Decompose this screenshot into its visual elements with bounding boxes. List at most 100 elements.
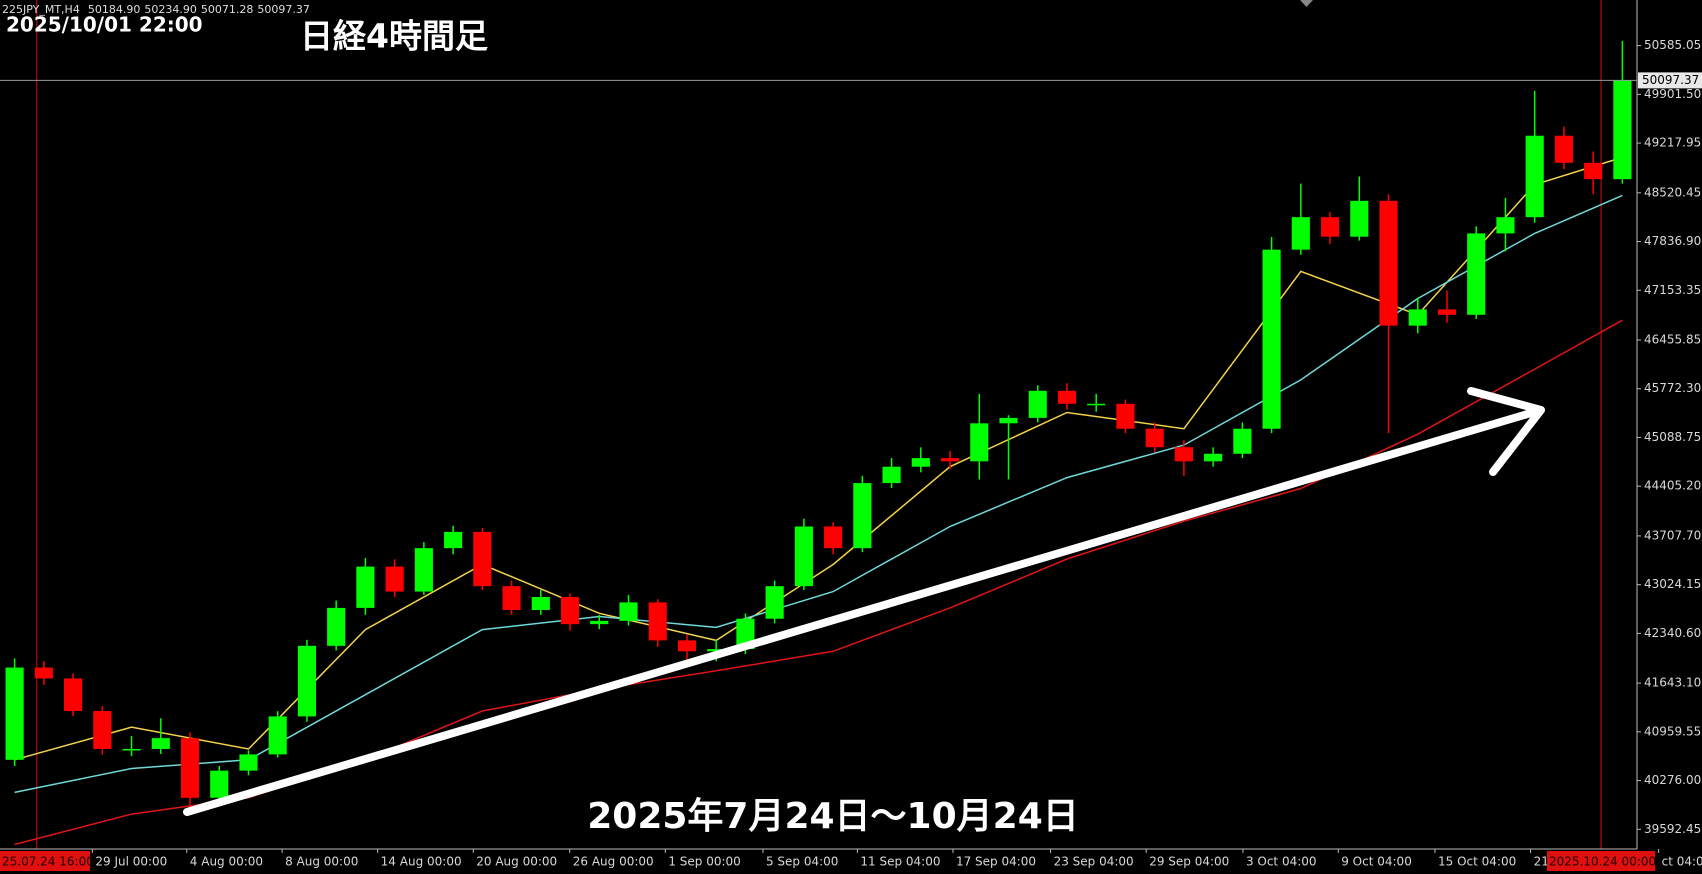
chart-title: 日経4時間足 (300, 17, 488, 56)
x-tick-label: 14 Aug 00:00 (381, 855, 462, 869)
y-tick-label: 43024.15 (1644, 577, 1701, 591)
candle-body (1116, 403, 1135, 429)
candle-body (414, 548, 433, 592)
x-tick-label: ct 04:00 (1662, 855, 1702, 869)
candle-body (677, 640, 697, 652)
candle-body (794, 526, 813, 587)
candle-body (297, 645, 316, 717)
candle-body (502, 586, 521, 611)
x-tick-label: 26 Aug 00:00 (573, 855, 654, 869)
candle-body (1613, 80, 1632, 180)
candle-body (1350, 200, 1369, 237)
y-tick-label: 45088.75 (1644, 430, 1701, 444)
candle-body (1057, 390, 1077, 404)
candle-body (5, 667, 24, 760)
close-value: 50097.37 (257, 3, 310, 16)
candle-body (824, 526, 843, 549)
y-tick-label: 47153.35 (1644, 283, 1701, 297)
x-tick-label: 17 Sep 04:00 (956, 855, 1036, 869)
candle-body (1145, 428, 1164, 448)
candle-body (560, 596, 580, 625)
candle-body (1291, 217, 1310, 250)
candle-body (853, 483, 872, 549)
trend-arrow (183, 387, 1545, 816)
y-tick-label: 45772.30 (1644, 381, 1701, 395)
scroll-marker (1300, 0, 1313, 7)
y-tick-label: 40276.00 (1644, 773, 1701, 787)
candle-body (970, 423, 989, 462)
y-tick-label: 40959.55 (1644, 724, 1701, 738)
candle-body (210, 770, 229, 798)
x-tick-label: 8 Aug 00:00 (285, 855, 358, 869)
x-tick-label: 1 Sep 00:00 (668, 855, 740, 869)
candle-body (1379, 200, 1398, 326)
candle-body (1437, 309, 1457, 315)
candle-body (999, 417, 1018, 424)
candle-body (327, 607, 346, 646)
candle-body (882, 466, 901, 484)
open-value: 50184.90 (88, 3, 141, 16)
candle-body (385, 566, 404, 592)
y-tick-label: 44405.20 (1644, 479, 1701, 493)
symbol: 225JPY_MT,H4 (2, 3, 80, 16)
y-tick-label: 39592.45 (1644, 822, 1701, 836)
candle-body (648, 602, 667, 641)
candle-body (940, 458, 960, 462)
y-tick-label: 43707.70 (1644, 528, 1701, 542)
candle-body (180, 738, 200, 798)
candle-body (473, 531, 492, 587)
candle-body (1554, 135, 1573, 163)
candle-body (239, 754, 258, 771)
x-tick-label: 11 Sep 04:00 (860, 855, 940, 869)
symbol-info: 225JPY_MT,H4 50184.90 50234.90 50071.28 5009… (2, 3, 310, 16)
date-annotation: 2025/10/01 22:00 (6, 13, 203, 37)
candle-body (122, 748, 141, 751)
y-tick-label: 50585.05 (1644, 38, 1701, 52)
x-tick-label: 15 Oct 04:00 (1438, 855, 1516, 869)
candle-body (1028, 390, 1047, 418)
candle-body (1525, 135, 1544, 218)
period-annotation: 2025年7月24日～10月24日 (587, 796, 1079, 837)
high-value: 50234.90 (144, 3, 197, 16)
x-tick-label: 29 Jul 00:00 (95, 855, 167, 869)
candle-body (1584, 162, 1603, 180)
candle-body (1496, 217, 1515, 234)
x-tick-label: 9 Oct 04:00 (1341, 855, 1412, 869)
y-tick-label: 48520.45 (1644, 185, 1701, 199)
y-tick-label: 42340.60 (1644, 626, 1701, 640)
current-price-box (1638, 72, 1702, 89)
moving-average (14, 156, 1623, 761)
y-tick-label: 49217.95 (1644, 136, 1701, 150)
candle-body (1262, 249, 1281, 429)
x-tick-label: 4 Aug 00:00 (190, 855, 263, 869)
candle-body (34, 667, 53, 679)
candle-body (765, 586, 784, 619)
candle-body (93, 710, 112, 749)
candle-body (1087, 403, 1106, 406)
cursor-time-box (1547, 851, 1656, 871)
candle-body (707, 649, 726, 652)
y-tick-label: 41643.10 (1644, 676, 1701, 690)
candle-body (911, 458, 930, 467)
x-tick-label: 29 Sep 04:00 (1149, 855, 1229, 869)
x-tick-label: 3 Oct 04:00 (1246, 855, 1317, 869)
cursor-time-label: 2025.10.24 00:00 (1549, 855, 1656, 869)
plot-area (5, 0, 1632, 849)
candle-body (268, 716, 287, 755)
candle-body (151, 738, 170, 749)
cursor-time-box (0, 851, 90, 871)
x-tick-label: 23 Sep 04:00 (1054, 855, 1134, 869)
candle-body (590, 620, 609, 625)
candle-body (1408, 309, 1427, 326)
low-value: 50071.28 (201, 3, 254, 16)
x-tick-label: 20 Aug 00:00 (476, 855, 557, 869)
y-tick-label: 49901.50 (1644, 87, 1701, 101)
candle-body (444, 531, 463, 549)
x-tick-label: 5 Sep 04:00 (766, 855, 838, 869)
candle-body (356, 566, 375, 608)
candle-body (1233, 428, 1252, 454)
y-tick-label: 46455.85 (1644, 332, 1701, 346)
y-tick-label: 47836.90 (1644, 234, 1701, 248)
